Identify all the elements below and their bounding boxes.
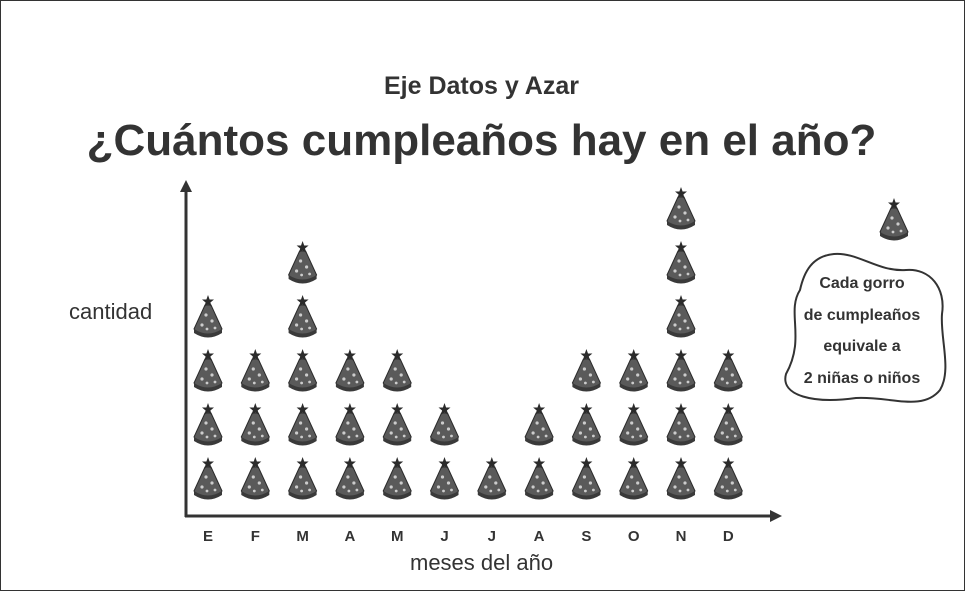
column-9 (571, 348, 601, 500)
x-tick-label: M (296, 528, 309, 545)
legend-bubble (784, 252, 947, 403)
x-tick-label: J (488, 528, 496, 545)
party-hat-icon (288, 456, 318, 500)
party-hat-icon (240, 456, 270, 500)
x-tick-label: E (203, 528, 213, 545)
party-hat-icon (430, 456, 459, 500)
party-hat-icon (571, 348, 601, 392)
party-hat-icon (288, 348, 318, 392)
party-hat-icon (335, 348, 365, 392)
legend-line-3: equivale a (823, 338, 901, 355)
column-12 (713, 348, 743, 500)
party-hat-icon (193, 402, 223, 446)
party-hat-icon (382, 348, 412, 392)
party-hat-icon (713, 348, 743, 392)
party-hat-icon (666, 186, 696, 230)
x-tick-label: D (723, 528, 734, 545)
column-5 (382, 348, 412, 500)
column-6 (430, 402, 459, 500)
party-hat-icon (193, 456, 223, 500)
x-tick-label: M (391, 528, 404, 545)
party-hat-icon (288, 294, 318, 338)
column-10 (619, 348, 649, 500)
x-axis-label: meses del año (410, 550, 554, 575)
party-hat-icon (713, 456, 743, 500)
party-hat-icon (430, 402, 459, 446)
x-tick-label: F (251, 528, 260, 545)
party-hat-icon (666, 348, 696, 392)
x-tick-label: O (628, 528, 640, 545)
column-1 (193, 294, 223, 500)
page-title: ¿Cuántos cumpleaños hay en el año? (86, 116, 877, 165)
x-tick-label: J (440, 528, 448, 545)
axes (180, 180, 782, 522)
column-3 (288, 240, 318, 500)
legend-line-4: 2 niñas o niños (803, 369, 921, 387)
party-hat-icon (335, 402, 365, 446)
legend (784, 197, 947, 403)
party-hat-icon (571, 456, 601, 500)
party-hat-icon (335, 456, 365, 500)
party-hat-icon (619, 402, 649, 446)
party-hat-icon (288, 402, 318, 446)
legend-party-hat-icon (879, 197, 909, 241)
column-2 (240, 348, 270, 500)
subtitle: Eje Datos y Azar (384, 72, 579, 100)
legend-text: Cada gorro de cumpleaños equivale a 2 ni… (790, 268, 934, 394)
party-hat-icon (193, 348, 223, 392)
party-hat-icon (382, 402, 412, 446)
party-hat-icon (666, 402, 696, 446)
legend-line-1: Cada gorro (819, 275, 905, 292)
party-hat-icon (666, 456, 696, 500)
party-hat-icon (193, 294, 223, 338)
column-7 (477, 456, 507, 500)
column-4 (335, 348, 365, 500)
party-hat-icon (240, 402, 270, 446)
party-hat-icon (713, 402, 743, 446)
party-hat-icon (382, 456, 412, 500)
x-tick-label: A (534, 528, 545, 545)
column-11 (666, 186, 696, 500)
y-axis-label: cantidad (69, 299, 153, 324)
party-hat-icon (524, 456, 554, 500)
party-hat-icon (524, 402, 554, 446)
x-tick-label: A (344, 528, 355, 545)
party-hat-icon (288, 240, 318, 284)
y-axis-arrow (180, 180, 192, 192)
party-hat-icon (240, 348, 270, 392)
party-hat-icon (619, 456, 649, 500)
party-hat-icon (571, 402, 601, 446)
party-hat-icon (477, 456, 507, 500)
party-hat-icon (666, 294, 696, 338)
legend-line-2: de cumpleaños (803, 306, 921, 324)
x-tick-label: N (676, 528, 687, 545)
column-8 (524, 402, 554, 500)
x-tick-label: S (581, 528, 591, 545)
party-hat-icon (619, 348, 649, 392)
party-hat-icon (666, 240, 696, 284)
x-axis-arrow (770, 510, 782, 522)
